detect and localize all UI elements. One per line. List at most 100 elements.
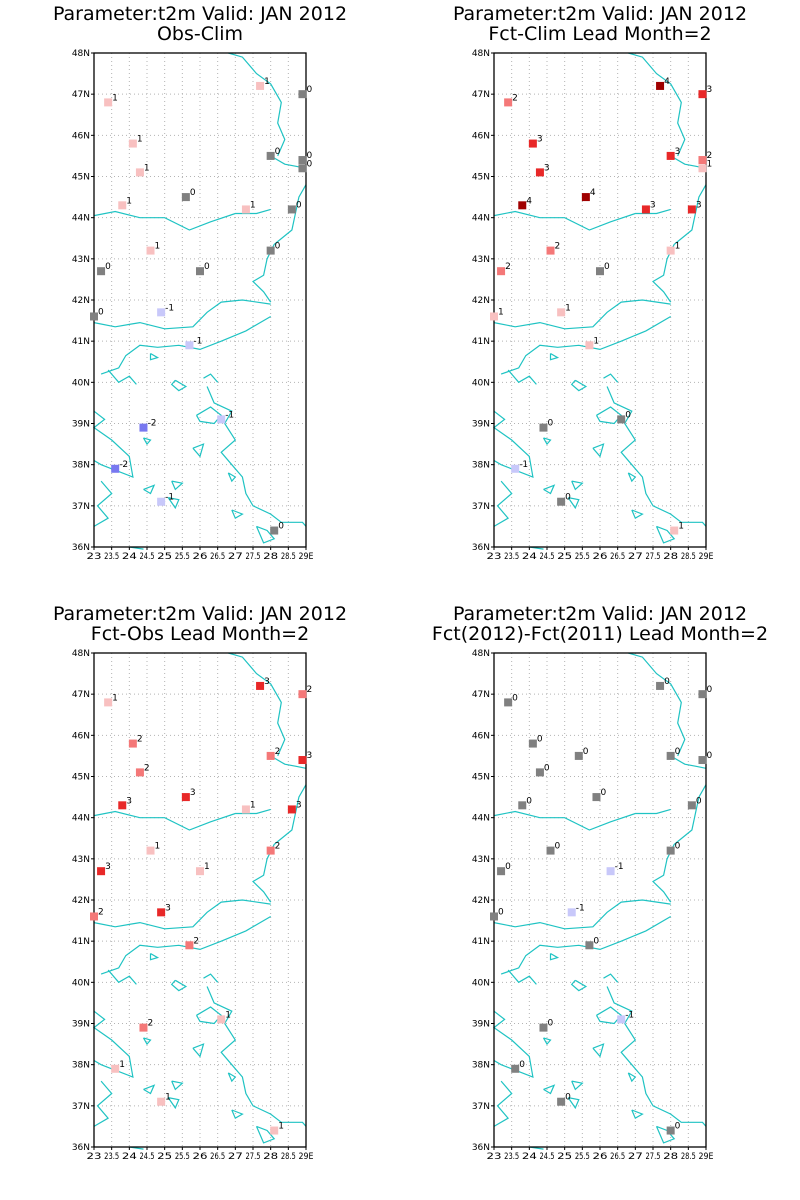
coastline (255, 1125, 276, 1144)
lon-tick-label: 23.5 (104, 552, 119, 562)
lon-tick-label: 23.5 (504, 1152, 519, 1162)
station-marker (111, 464, 120, 473)
lon-tick-label: 26 (193, 552, 208, 562)
station-value-label: 3 (675, 147, 681, 157)
station-marker (535, 768, 544, 777)
station-marker (266, 751, 275, 760)
station-marker (287, 205, 296, 214)
lon-tick-label: 29E (699, 1152, 714, 1162)
station-value-label: 1 (165, 1093, 171, 1103)
panel-subtitle: Fct-Obs Lead Month=2 (90, 623, 310, 645)
station-value-label: 3 (696, 200, 702, 210)
lat-tick-label: 45N (472, 773, 490, 783)
station-marker (535, 168, 544, 177)
coastline (507, 369, 537, 385)
station-value-label: 1 (112, 693, 118, 703)
coastline (570, 379, 588, 392)
coastline (631, 509, 644, 520)
lon-tick-label: 23 (87, 1152, 102, 1162)
station-value-label: 1 (675, 242, 681, 252)
station-marker (698, 690, 707, 699)
lat-tick-label: 40N (472, 378, 490, 388)
station-value-label: 4 (590, 188, 596, 198)
lat-tick-label: 47N (472, 90, 490, 100)
panel-title: Parameter:t2m Valid: JAN 2012 (52, 3, 348, 25)
coastline (93, 1080, 113, 1127)
station-marker (497, 267, 506, 276)
coastline (192, 1043, 205, 1058)
coastline (543, 484, 556, 495)
map-plot: 36N 37N 38N 39N 40N 41N 42N 43N 44N 45N 46N 47N 48N 2… (472, 49, 714, 562)
lat-tick-label: 47N (72, 690, 90, 700)
station-marker (270, 526, 279, 535)
lat-tick-label: 41N (72, 337, 90, 347)
station-value-label: 1 (498, 307, 504, 317)
coastline (500, 915, 672, 975)
lon-tick-label: 23.5 (504, 552, 519, 562)
coastline (570, 979, 588, 992)
lat-tick-label: 39N (472, 1020, 490, 1030)
coastline (571, 480, 584, 491)
station-marker (241, 205, 250, 214)
coastline (673, 757, 707, 769)
station-marker (504, 698, 513, 707)
station-value-label: 1 (155, 842, 161, 852)
station-value-label: 0 (600, 788, 606, 798)
station-value-label: 1 (593, 336, 599, 346)
lat-tick-label: 45N (72, 173, 90, 183)
lon-tick-label: 28 (263, 552, 278, 562)
station-marker (157, 908, 166, 917)
station-value-label: 1 (155, 242, 161, 252)
station-marker (698, 164, 707, 173)
coastline (507, 969, 537, 985)
lat-tick-label: 36N (72, 543, 90, 553)
station-value-label: 0 (696, 796, 702, 806)
station-value-label: 0 (204, 262, 210, 272)
station-marker (217, 1015, 226, 1024)
lon-tick-label: 27.5 (646, 1152, 661, 1162)
coastline (206, 986, 307, 1127)
station-marker (656, 81, 665, 90)
coastline (93, 480, 113, 527)
lat-tick-label: 44N (472, 814, 490, 824)
station-marker (181, 193, 190, 202)
coastline (93, 299, 271, 330)
station-value-label: -1 (165, 303, 174, 313)
station-value-label: 0 (306, 159, 312, 169)
coastline (142, 437, 152, 446)
lon-tick-label: 27 (628, 552, 643, 562)
station-value-label: 0 (519, 1060, 525, 1070)
coastline (492, 410, 534, 478)
station-marker (146, 246, 155, 255)
station-marker (90, 912, 98, 921)
station-marker (641, 205, 650, 214)
station-marker (656, 681, 665, 690)
station-value-label: 0 (105, 262, 111, 272)
station-marker (266, 846, 275, 855)
coastline (273, 757, 307, 769)
station-value-label: 0 (555, 842, 561, 852)
coastline (592, 1043, 605, 1058)
station-value-label: 1 (250, 200, 256, 210)
lon-tick-label: 24 (522, 1152, 537, 1162)
station-value-label: -1 (519, 460, 528, 470)
lon-tick-label: 26.5 (610, 1152, 625, 1162)
station-marker (666, 246, 675, 255)
station-marker (666, 151, 675, 160)
lon-tick-label: 25 (157, 552, 172, 562)
station-value-label: -1 (225, 410, 234, 420)
station-value-label: 1 (225, 1010, 231, 1020)
lat-tick-label: 42N (72, 896, 90, 906)
station-marker (266, 246, 275, 255)
coastline (100, 915, 272, 975)
lat-tick-label: 37N (472, 502, 490, 512)
coastline (227, 472, 237, 483)
lon-tick-label: 29E (299, 552, 314, 562)
coastline (170, 979, 188, 992)
coastline (227, 1072, 237, 1083)
station-marker (135, 768, 144, 777)
lat-tick-label: 36N (472, 1143, 490, 1153)
coastline (627, 472, 637, 483)
station-marker (666, 1126, 675, 1135)
lat-tick-label: 41N (472, 937, 490, 947)
